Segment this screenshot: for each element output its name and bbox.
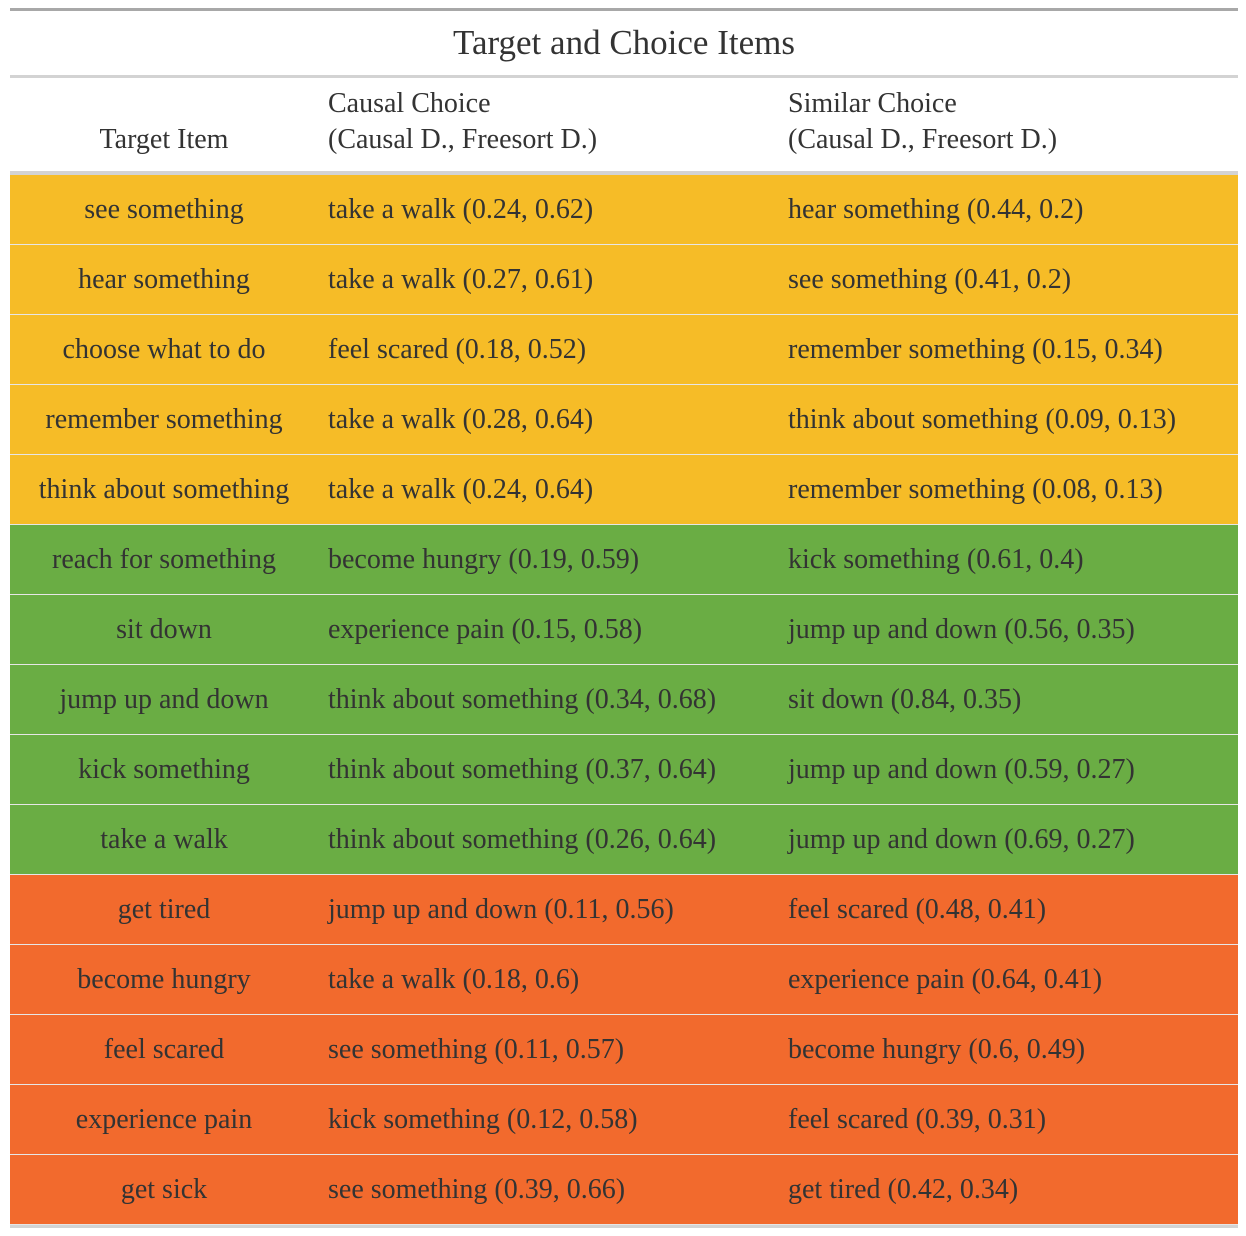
table-row: reach for something become hungry (0.19,… — [10, 525, 1238, 595]
table-row: take a walk think about something (0.26,… — [10, 805, 1238, 875]
header-row: Target Item Causal Choice (Causal D., Fr… — [10, 78, 1238, 171]
causal-cell: take a walk (0.24, 0.64) — [328, 474, 594, 505]
target-cell: see something — [84, 194, 244, 225]
table-row: feel scared see something (0.11, 0.57) b… — [10, 1015, 1238, 1085]
similar-cell: jump up and down (0.69, 0.27) — [788, 824, 1135, 855]
header-similar-line1: Similar Choice — [788, 88, 957, 119]
causal-cell: become hungry (0.19, 0.59) — [328, 544, 640, 575]
target-cell: reach for something — [52, 544, 276, 575]
header-causal-line2: (Causal D., Freesort D.) — [328, 124, 598, 155]
header-target-label: Target Item — [99, 124, 229, 155]
table-row: sit down experience pain (0.15, 0.58) ju… — [10, 595, 1238, 665]
causal-cell: think about something (0.26, 0.64) — [328, 824, 717, 855]
similar-cell: sit down (0.84, 0.35) — [788, 684, 1022, 715]
table-row: experience pain kick something (0.12, 0.… — [10, 1085, 1238, 1155]
similar-cell: think about something (0.09, 0.13) — [788, 404, 1177, 435]
causal-cell: jump up and down (0.11, 0.56) — [328, 894, 674, 925]
target-cell: think about something — [38, 474, 290, 505]
causal-cell: take a walk (0.28, 0.64) — [328, 404, 594, 435]
similar-cell: remember something (0.15, 0.34) — [788, 334, 1163, 365]
target-cell: choose what to do — [62, 334, 266, 365]
table-row: hear something take a walk (0.27, 0.61) … — [10, 245, 1238, 315]
items-table: Target and Choice Items Target Item Caus… — [10, 8, 1238, 1228]
target-cell: experience pain — [75, 1104, 253, 1135]
target-cell: sit down — [116, 614, 212, 645]
similar-cell: see something (0.41, 0.2) — [788, 264, 1072, 295]
bottom-rule — [10, 1225, 1238, 1228]
table-body: see something take a walk (0.24, 0.62) h… — [10, 175, 1238, 1225]
header-similar: Similar Choice (Causal D., Freesort D.) — [777, 78, 1238, 171]
header-causal: Causal Choice (Causal D., Freesort D.) — [318, 78, 777, 171]
target-cell: kick something — [78, 754, 250, 785]
table-title: Target and Choice Items — [453, 23, 795, 62]
causal-cell: think about something (0.34, 0.68) — [328, 684, 717, 715]
causal-cell: see something (0.39, 0.66) — [328, 1174, 626, 1205]
similar-cell: remember something (0.08, 0.13) — [788, 474, 1163, 505]
causal-cell: take a walk (0.27, 0.61) — [328, 264, 594, 295]
table-row: jump up and down think about something (… — [10, 665, 1238, 735]
header-similar-line2: (Causal D., Freesort D.) — [788, 124, 1058, 155]
header-rule — [10, 171, 1238, 175]
table-row: see something take a walk (0.24, 0.62) h… — [10, 175, 1238, 245]
causal-cell: take a walk (0.18, 0.6) — [328, 964, 580, 995]
causal-cell: take a walk (0.24, 0.62) — [328, 194, 594, 225]
target-cell: get sick — [120, 1174, 208, 1205]
target-cell: take a walk — [100, 824, 228, 855]
similar-cell: hear something (0.44, 0.2) — [788, 194, 1084, 225]
causal-cell: experience pain (0.15, 0.58) — [328, 614, 643, 645]
target-cell: feel scared — [103, 1034, 225, 1065]
table-row: become hungry take a walk (0.18, 0.6) ex… — [10, 945, 1238, 1015]
top-rule — [10, 8, 1238, 11]
table-row: choose what to do feel scared (0.18, 0.5… — [10, 315, 1238, 385]
similar-cell: become hungry (0.6, 0.49) — [788, 1034, 1086, 1065]
causal-cell: feel scared (0.18, 0.52) — [328, 334, 587, 365]
similar-cell: feel scared (0.48, 0.41) — [788, 894, 1047, 925]
similar-cell: feel scared (0.39, 0.31) — [788, 1104, 1047, 1135]
similar-cell: jump up and down (0.59, 0.27) — [788, 754, 1135, 785]
causal-cell: see something (0.11, 0.57) — [328, 1034, 625, 1065]
causal-cell: think about something (0.37, 0.64) — [328, 754, 717, 785]
similar-cell: get tired (0.42, 0.34) — [788, 1174, 1019, 1205]
header-target: Target Item — [10, 78, 318, 171]
table-row: remember something take a walk (0.28, 0.… — [10, 385, 1238, 455]
table-row: get tired jump up and down (0.11, 0.56) … — [10, 875, 1238, 945]
target-cell: become hungry — [77, 964, 251, 995]
similar-cell: experience pain (0.64, 0.41) — [788, 964, 1103, 995]
table-row: get sick see something (0.39, 0.66) get … — [10, 1155, 1238, 1225]
target-cell: get tired — [117, 894, 211, 925]
similar-cell: jump up and down (0.56, 0.35) — [788, 614, 1135, 645]
similar-cell: kick something (0.61, 0.4) — [788, 544, 1084, 575]
title-rule — [10, 75, 1238, 78]
table-row: think about something take a walk (0.24,… — [10, 455, 1238, 525]
table-row: kick something think about something (0.… — [10, 735, 1238, 805]
target-cell: jump up and down — [59, 684, 269, 715]
target-cell: remember something — [45, 404, 283, 435]
target-cell: hear something — [78, 264, 250, 295]
header-causal-line1: Causal Choice — [328, 88, 491, 119]
causal-cell: kick something (0.12, 0.58) — [328, 1104, 638, 1135]
